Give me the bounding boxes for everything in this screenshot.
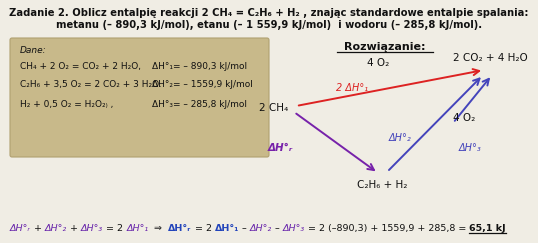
FancyBboxPatch shape	[10, 38, 269, 157]
Text: ΔH°ᵣ: ΔH°ᵣ	[10, 224, 31, 233]
Text: +: +	[31, 224, 45, 233]
Text: C₂H₆ + 3,5 O₂ = 2 CO₂ + 3 H₂O.: C₂H₆ + 3,5 O₂ = 2 CO₂ + 3 H₂O.	[20, 80, 161, 89]
Text: Rozwiązanie:: Rozwiązanie:	[344, 42, 426, 52]
Text: ΔH°₃: ΔH°₃	[81, 224, 103, 233]
Text: 4 O₂: 4 O₂	[453, 113, 475, 123]
Text: C₂H₆ + H₂: C₂H₆ + H₂	[357, 180, 407, 190]
Text: H₂ + 0,5 O₂ = H₂O₂₎ ,: H₂ + 0,5 O₂ = H₂O₂₎ ,	[20, 100, 114, 109]
Text: ΔH°₁: ΔH°₁	[126, 224, 148, 233]
Text: ΔH°₂= – 1559,9 kJ/mol: ΔH°₂= – 1559,9 kJ/mol	[152, 80, 253, 89]
Text: 2 CH₄: 2 CH₄	[259, 103, 288, 113]
Text: = 2 (–890,3) + 1559,9 + 285,8 =: = 2 (–890,3) + 1559,9 + 285,8 =	[305, 224, 469, 233]
Text: ΔH°ᵣ: ΔH°ᵣ	[168, 224, 192, 233]
Text: +: +	[67, 224, 81, 233]
Text: –: –	[239, 224, 250, 233]
Text: ΔH°₃: ΔH°₃	[282, 224, 305, 233]
Text: metanu (– 890,3 kJ/mol), etanu (– 1 559,9 kJ/mol)  i wodoru (– 285,8 kJ/mol).: metanu (– 890,3 kJ/mol), etanu (– 1 559,…	[56, 20, 482, 30]
Text: Dane:: Dane:	[20, 46, 47, 55]
Text: ΔH°₂: ΔH°₂	[388, 133, 412, 143]
Text: Zadanie 2. Oblicz entalpię reakcji 2 CH₄ = C₂H₆ + H₂ , znając standardowe entalp: Zadanie 2. Oblicz entalpię reakcji 2 CH₄…	[9, 8, 529, 18]
Text: ΔH°₂: ΔH°₂	[45, 224, 67, 233]
Text: ⇒: ⇒	[148, 224, 168, 233]
Text: ΔH°₁= – 890,3 kJ/mol: ΔH°₁= – 890,3 kJ/mol	[152, 62, 247, 71]
Text: 4 O₂: 4 O₂	[367, 58, 389, 68]
Text: 65,1 kJ: 65,1 kJ	[469, 224, 506, 233]
Text: ΔH°ᵣ: ΔH°ᵣ	[268, 143, 293, 153]
Text: ΔH°₃= – 285,8 kJ/mol: ΔH°₃= – 285,8 kJ/mol	[152, 100, 247, 109]
Text: ΔH°₁: ΔH°₁	[215, 224, 239, 233]
Text: = 2: = 2	[192, 224, 215, 233]
Text: ΔH°₂: ΔH°₂	[250, 224, 272, 233]
Text: –: –	[272, 224, 282, 233]
Text: 2 CO₂ + 4 H₂O: 2 CO₂ + 4 H₂O	[452, 53, 527, 63]
Text: ΔH°₃: ΔH°₃	[458, 143, 482, 153]
Text: 2 ΔH°₁: 2 ΔH°₁	[336, 83, 368, 93]
Text: = 2: = 2	[103, 224, 126, 233]
Text: CH₄ + 2 O₂ = CO₂ + 2 H₂O,: CH₄ + 2 O₂ = CO₂ + 2 H₂O,	[20, 62, 141, 71]
